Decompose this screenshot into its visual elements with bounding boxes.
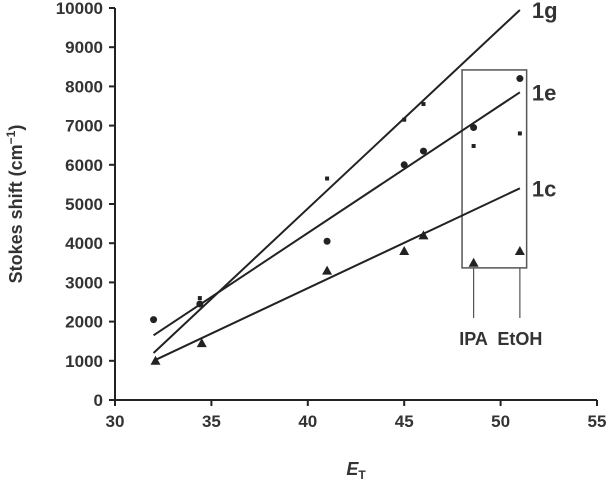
point-1g bbox=[421, 102, 426, 107]
point-1c bbox=[514, 246, 525, 256]
y-tick-label: 6000 bbox=[65, 156, 103, 175]
highlight-box bbox=[461, 69, 528, 269]
y-tick-label: 3000 bbox=[65, 273, 103, 292]
fit-line-1c bbox=[153, 187, 521, 362]
x-tick-label: 35 bbox=[202, 412, 221, 431]
fit-line-1g bbox=[152, 9, 521, 354]
y-tick-label: 9000 bbox=[65, 38, 103, 57]
point-1c bbox=[196, 338, 207, 348]
point-1e bbox=[150, 316, 158, 324]
point-1c bbox=[468, 257, 479, 267]
point-1c bbox=[399, 246, 410, 256]
point-1e bbox=[400, 161, 408, 169]
y-tick-label: 0 bbox=[94, 391, 103, 410]
series-label-1e: 1e bbox=[532, 80, 556, 105]
point-1g bbox=[402, 117, 407, 122]
x-tick-label: 55 bbox=[588, 412, 607, 431]
annotation-label: IPA bbox=[459, 329, 488, 349]
point-1c bbox=[150, 355, 161, 365]
y-tick-label: 8000 bbox=[65, 77, 103, 96]
y-axis-label: Stokes shift (cm−1) bbox=[4, 125, 26, 284]
annotation-label: EtOH bbox=[497, 329, 542, 349]
y-tick-label: 10000 bbox=[56, 0, 103, 18]
x-tick-label: 40 bbox=[298, 412, 317, 431]
y-tick-label: 2000 bbox=[65, 313, 103, 332]
point-1g bbox=[325, 176, 330, 181]
y-tick-label: 4000 bbox=[65, 234, 103, 253]
fit-line-1e bbox=[153, 91, 521, 337]
point-1e bbox=[323, 237, 331, 245]
x-tick-label: 45 bbox=[395, 412, 414, 431]
x-tick-label: 50 bbox=[491, 412, 510, 431]
y-tick-label: 7000 bbox=[65, 117, 103, 136]
series-label-1c: 1c bbox=[532, 176, 556, 201]
point-1c bbox=[418, 230, 429, 240]
point-1g bbox=[517, 131, 522, 136]
x-tick-label: 30 bbox=[106, 412, 125, 431]
point-1e bbox=[470, 124, 478, 132]
point-1e bbox=[196, 300, 204, 308]
series-label-1g: 1g bbox=[532, 0, 558, 23]
point-1g bbox=[471, 143, 476, 148]
x-axis-label: ET bbox=[346, 459, 366, 482]
y-tick-label: 1000 bbox=[65, 352, 103, 371]
y-tick-label: 5000 bbox=[65, 195, 103, 214]
point-1e bbox=[516, 75, 524, 83]
point-1c bbox=[322, 265, 333, 275]
point-1e bbox=[419, 147, 427, 155]
point-1g bbox=[197, 296, 202, 301]
